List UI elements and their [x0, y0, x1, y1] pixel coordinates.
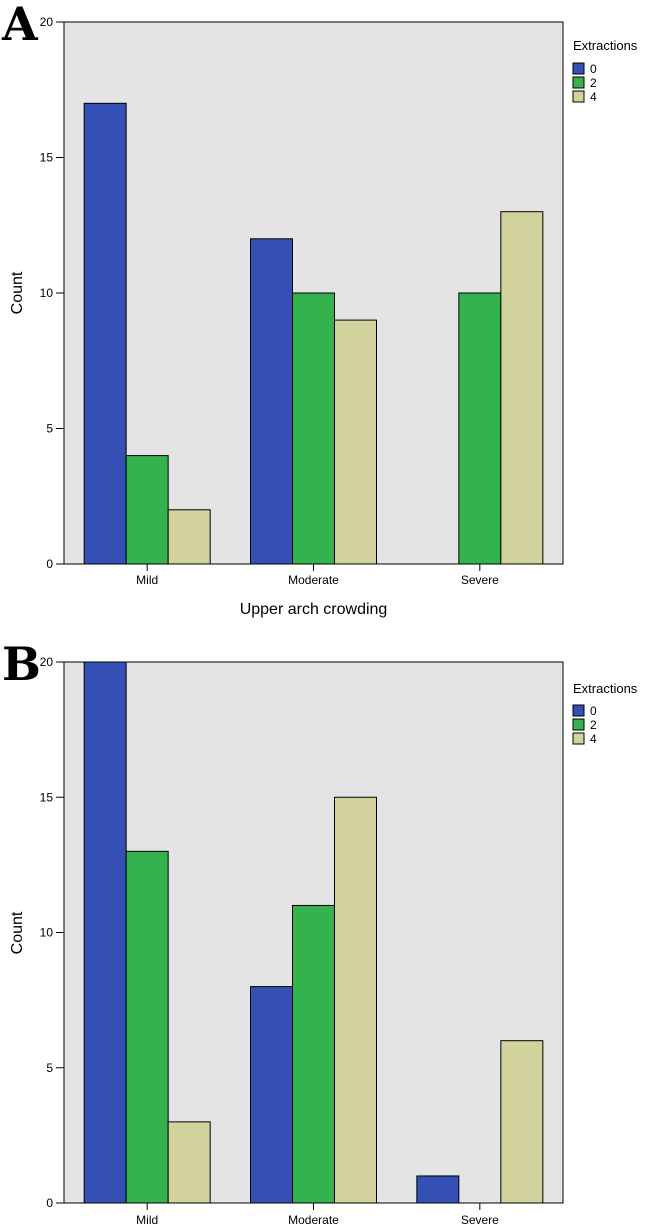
legend-label-2: 2	[590, 76, 597, 90]
x-tick-label: Mild	[136, 1213, 158, 1227]
bar-mild-2	[125, 455, 169, 565]
x-axis-title: Upper arch crowding	[240, 601, 388, 618]
legend-label-2: 2	[590, 718, 597, 732]
x-tick-label: Moderate	[288, 1213, 339, 1227]
bar-severe-4	[500, 211, 544, 565]
bar-severe-0	[416, 1175, 460, 1204]
legend: Extractions 024	[572, 38, 638, 104]
legend-label-0: 0	[590, 62, 597, 76]
x-tick-label: Moderate	[288, 573, 339, 587]
bar-mild-2	[125, 850, 169, 1204]
y-axis-title: Count	[9, 911, 26, 954]
legend-label-0: 0	[590, 704, 597, 718]
y-axis-title: Count	[9, 271, 26, 314]
legend-swatch-4	[572, 90, 585, 103]
chart-panel-b: B05101520CountMildModerateSevereLower ar…	[2, 637, 638, 1227]
y-tick-label: 20	[40, 655, 54, 669]
bar-moderate-2	[292, 292, 335, 565]
legend-swatch-0	[572, 704, 585, 717]
x-tick-label: Severe	[461, 573, 499, 587]
bar-severe-4	[500, 1040, 544, 1204]
bar-mild-4	[167, 509, 211, 565]
bar-moderate-0	[250, 986, 293, 1204]
bar-mild-0	[83, 102, 127, 565]
legend-swatch-2	[572, 718, 585, 731]
panel-letter: A	[1, 0, 39, 51]
x-tick-label: Severe	[461, 1213, 499, 1227]
bar-mild-0	[83, 661, 127, 1204]
y-tick-label: 10	[40, 926, 54, 940]
y-tick-label: 0	[46, 1196, 53, 1210]
y-tick-label: 0	[46, 557, 53, 571]
legend-swatch-0	[572, 62, 585, 75]
y-tick-label: 10	[40, 286, 54, 300]
legend-label-4: 4	[590, 90, 597, 104]
bar-moderate-4	[334, 796, 377, 1204]
y-tick-label: 5	[46, 1061, 53, 1075]
y-tick-label: 15	[40, 151, 54, 165]
legend-title: Extractions	[573, 681, 638, 696]
bar-moderate-0	[250, 238, 293, 565]
legend-title: Extractions	[573, 38, 638, 53]
panel-letter: B	[2, 637, 41, 691]
bar-severe-2	[458, 292, 502, 565]
y-tick-label: 15	[40, 790, 54, 804]
legend-swatch-4	[572, 732, 585, 745]
legend: Extractions 024	[572, 681, 638, 746]
legend-swatch-2	[572, 76, 585, 89]
y-tick-label: 5	[46, 422, 53, 436]
bar-mild-4	[167, 1121, 211, 1204]
y-tick-label: 20	[40, 15, 54, 29]
legend-label-4: 4	[590, 732, 597, 746]
bar-moderate-4	[334, 319, 377, 565]
bar-moderate-2	[292, 904, 335, 1204]
x-tick-label: Mild	[136, 573, 158, 587]
